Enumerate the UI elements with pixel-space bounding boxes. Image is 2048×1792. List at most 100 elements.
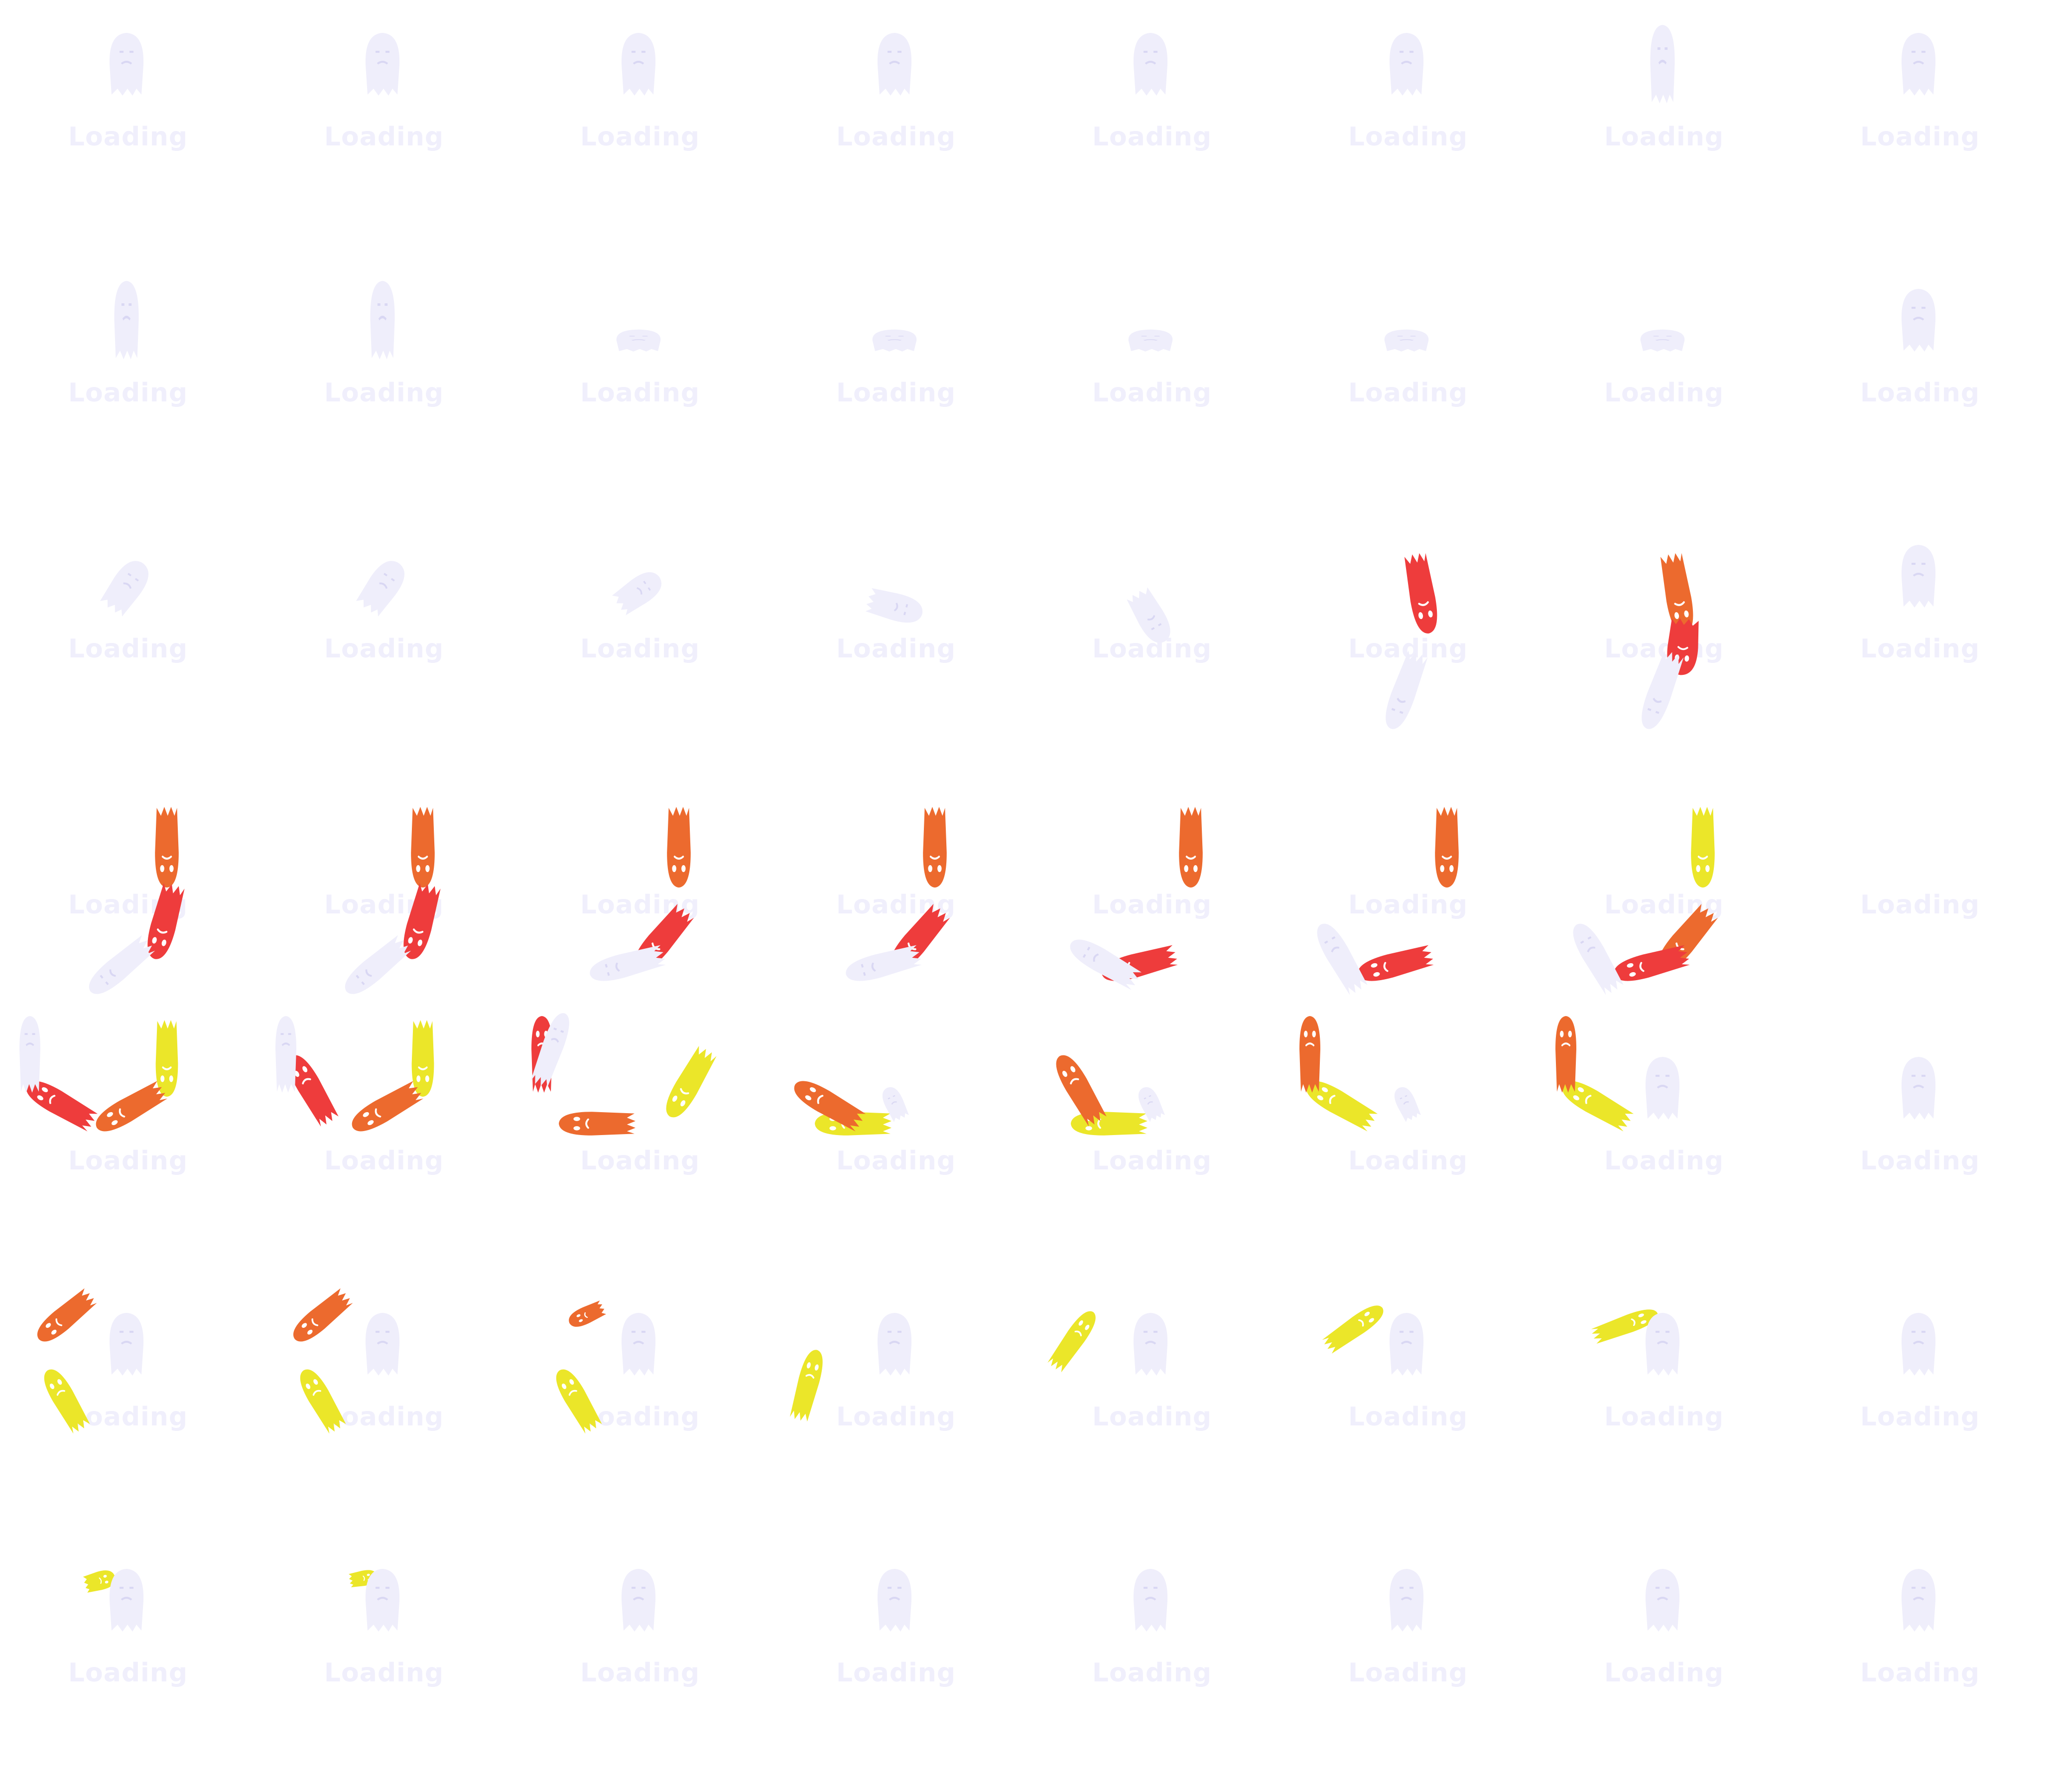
ghost-icon	[666, 1045, 717, 1118]
ghost-icon	[109, 1313, 144, 1376]
frame-cell: Loading	[768, 1280, 1024, 1536]
ghost-icon	[155, 1020, 178, 1097]
ghost-icon	[1645, 1057, 1680, 1120]
frame-cell: Loading	[1280, 1280, 1536, 1536]
loading-label: Loading	[68, 1146, 188, 1176]
loading-label: Loading	[1860, 122, 1980, 152]
frame-sprite	[19, 1016, 178, 1132]
loading-label: Loading	[1860, 890, 1980, 920]
frame-sprite	[1645, 1569, 1680, 1632]
loading-label: Loading	[324, 1146, 444, 1176]
ghost-icon	[1317, 923, 1368, 996]
frame-cell: Loading	[1536, 1280, 1792, 1536]
frame-sprite	[877, 1569, 912, 1632]
frame-sprite	[621, 33, 656, 96]
ghost-icon	[26, 1081, 98, 1132]
ghost-icon	[1642, 650, 1684, 729]
frame-sprite	[345, 807, 441, 994]
ghost-icon	[293, 1288, 353, 1342]
ghost-icon	[1133, 1569, 1168, 1632]
frame-cell: Loading	[1792, 1280, 2048, 1536]
frame-cell: Loading	[768, 1536, 1024, 1792]
ghost-icon	[1650, 25, 1675, 104]
frame-sprite	[89, 807, 185, 994]
frame-cell: Loading	[1280, 1536, 1536, 1792]
frame-cell: Loading	[1536, 512, 1792, 768]
loading-label: Loading	[1860, 1146, 1980, 1176]
frame-cell: Loading	[256, 256, 512, 512]
ghost-icon	[147, 883, 185, 959]
frame-cell: Loading	[1536, 1536, 1792, 1792]
frame-sprite	[1901, 1057, 1936, 1120]
frame-cell: Loading	[512, 768, 768, 1024]
frame-sprite	[1573, 807, 1718, 996]
loading-label: Loading	[1092, 1146, 1212, 1176]
frame-sprite	[370, 281, 395, 360]
ghost-icon	[300, 1369, 346, 1434]
ghost-icon	[1389, 1569, 1424, 1632]
ghost-icon	[1299, 1016, 1320, 1093]
frame-cell: Loading	[1024, 1024, 1280, 1280]
frame-cell: Loading	[1024, 512, 1280, 768]
frame-sprite	[1901, 1569, 1936, 1632]
ghost-icon	[365, 1569, 400, 1632]
frame-cell: Loading	[1792, 0, 2048, 256]
frame-sprite	[530, 1013, 717, 1136]
ghost-icon	[877, 1313, 912, 1376]
frame-sprite	[1640, 329, 1685, 352]
loading-label: Loading	[68, 122, 188, 152]
loading-label: Loading	[580, 122, 700, 152]
ghost-icon	[1435, 807, 1459, 888]
loading-label: Loading	[1092, 890, 1212, 920]
ghost-icon	[667, 807, 691, 888]
frame-cell: Loading	[256, 512, 512, 768]
frame-sprite	[1133, 1569, 1168, 1632]
frame-sprite	[1555, 1016, 1680, 1132]
frame-cell: Loading	[1280, 1016, 1536, 1280]
frame-sprite	[1322, 1305, 1424, 1376]
frame-cell: Loading	[256, 1280, 512, 1536]
frame-sprite	[1299, 1016, 1421, 1132]
ghost-icon	[1394, 1087, 1421, 1122]
loading-label: Loading	[1348, 1658, 1468, 1688]
ghost-icon	[1306, 1081, 1378, 1132]
frame-sprite	[1317, 807, 1459, 996]
frame-cell: Loading	[256, 1536, 512, 1792]
loading-label: Loading	[580, 634, 700, 664]
ghost-icon	[411, 1020, 434, 1097]
ghost-icon	[1133, 33, 1168, 96]
ghost-icon	[621, 33, 656, 96]
loading-label: Loading	[1860, 1402, 1980, 1432]
loading-label: Loading	[324, 1658, 444, 1688]
frame-sprite	[356, 561, 405, 617]
frame-cell: Loading	[256, 1016, 512, 1280]
ghost-icon	[275, 1016, 296, 1093]
frame-sprite	[846, 807, 950, 981]
loading-label: Loading	[68, 378, 188, 408]
frame-sprite	[100, 561, 149, 617]
ghost-icon	[923, 807, 947, 888]
ghost-icon	[1322, 1305, 1384, 1354]
ghost-icon	[558, 1112, 636, 1136]
frame-cell: Loading	[1536, 768, 1792, 1024]
loading-label: Loading	[1860, 1658, 1980, 1688]
frame-cell: Loading	[256, 0, 512, 256]
ghost-icon	[1127, 587, 1170, 643]
ghost-icon	[365, 1313, 400, 1376]
frame-cell: Loading	[1280, 256, 1536, 512]
ghost-icon	[1901, 1313, 1936, 1376]
frame-sprite	[275, 1016, 434, 1132]
frame-cell: Loading	[1792, 1024, 2048, 1280]
frame-sprite	[1128, 329, 1173, 352]
frame-sprite	[37, 1288, 144, 1434]
ghost-icon	[411, 807, 435, 888]
frame-sprite	[1056, 1055, 1165, 1136]
loading-label: Loading	[836, 634, 956, 664]
frame-cell: Loading	[512, 256, 768, 512]
ghost-icon	[569, 1300, 606, 1327]
ghost-icon	[365, 33, 400, 96]
loading-label: Loading	[580, 1146, 700, 1176]
frame-cell: Loading	[1792, 1536, 2048, 1792]
frame-sprite	[293, 1288, 400, 1434]
